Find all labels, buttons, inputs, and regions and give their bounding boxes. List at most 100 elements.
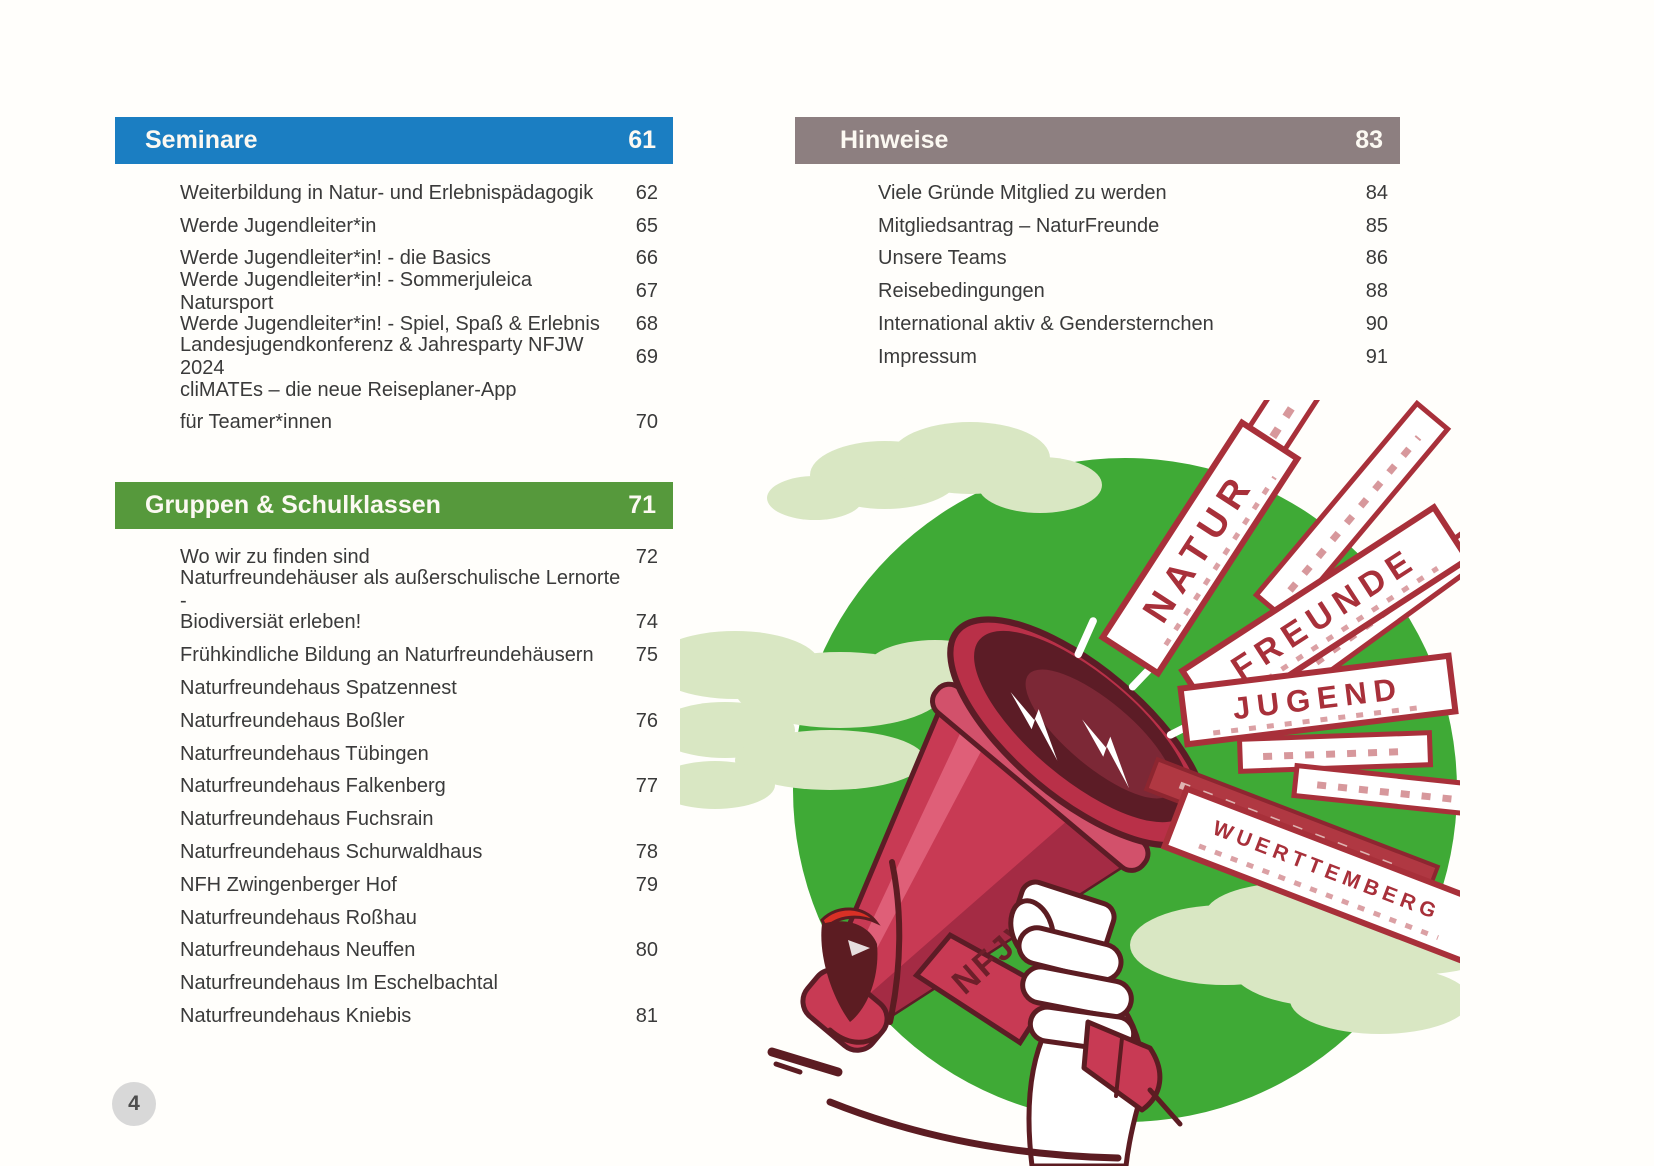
strip-jugend: JUGEND (1177, 652, 1459, 748)
toc-entry: für Teamer*innen 70 (180, 407, 658, 440)
page-number-badge: 4 (112, 1082, 156, 1126)
toc-entry: Frühkindliche Bildung an Naturfreundehäu… (180, 639, 658, 672)
toc-entry-label: Naturfreundehäuser als außerschulische L… (180, 567, 621, 613)
toc-entry: Naturfreundehaus Tübingen (180, 738, 658, 771)
toc-entry-label: Reisebedingungen (878, 280, 1045, 303)
toc-entry: Naturfreundehaus Neuffen 80 (180, 935, 658, 968)
toc-entry: Wo wir zu finden sind 72 (180, 541, 658, 574)
toc-entry-page: 84 (1365, 181, 1388, 204)
toc-entry: Naturfreundehaus Falkenberg 77 (180, 771, 658, 804)
toc-entry-page: 85 (1365, 214, 1388, 237)
toc-entry-page: 76 (635, 709, 658, 732)
toc-entry-label: Impressum (878, 345, 977, 368)
toc-entry-label: Naturfreundehaus Spatzennest (180, 677, 457, 700)
megaphone-illustration: NFJW NATUR FREUNDE JUGEND (680, 400, 1460, 1166)
toc-entry-label: Naturfreundehaus Roßhau (180, 906, 417, 929)
toc-entry-page: 72 (635, 545, 658, 568)
toc-list-gruppen: Wo wir zu finden sind 72 Naturfreundehäus… (180, 541, 658, 1033)
hand (1008, 879, 1183, 1166)
toc-entry-page: 90 (1365, 313, 1388, 336)
toc-entry-label: NFH Zwingenberger Hof (180, 873, 397, 896)
section-header-hinweise: Hinweise 83 (795, 117, 1400, 164)
toc-entry-label: Unsere Teams (878, 247, 1007, 270)
toc-entry-page: 80 (635, 939, 658, 962)
toc-entry-label: cliMATEs – die neue Reiseplaner-App (180, 378, 517, 401)
toc-entry: Naturfreundehäuser als außerschulische L… (180, 567, 658, 612)
megaphone: NFJW (800, 616, 1209, 1053)
toc-entry: Mitgliedsantrag – NaturFreunde 85 (878, 210, 1388, 243)
toc-entry: Werde Jugendleiter*in! - die Basics 66 (180, 243, 658, 276)
toc-entry: Naturfreundehaus Kniebis 81 (180, 1000, 658, 1033)
toc-entry-page: 68 (635, 313, 658, 336)
toc-entry-page: 81 (635, 1005, 658, 1028)
toc-entry-label: Werde Jugendleiter*in (180, 214, 377, 237)
toc-entry-label: Naturfreundehaus Schurwaldhaus (180, 841, 483, 864)
toc-entry-label: Naturfreundehaus Fuchsrain (180, 808, 434, 831)
toc-entry-label: Viele Gründe Mitglied zu werden (878, 181, 1167, 204)
toc-entry-label: Mitgliedsantrag – NaturFreunde (878, 214, 1160, 237)
section-title: Gruppen & Schulklassen (145, 491, 441, 519)
toc-entry: Viele Gründe Mitglied zu werden 84 (878, 177, 1388, 210)
toc-entry: Werde Jugendleiter*in! - Sommerjuleica N… (180, 269, 658, 314)
toc-entry: cliMATEs – die neue Reiseplaner-App (180, 374, 658, 407)
toc-entry-label: Werde Jugendleiter*in! - Spiel, Spaß & E… (180, 313, 600, 336)
toc-entry-label: Wo wir zu finden sind (180, 545, 370, 568)
toc-entry-page: 74 (635, 611, 658, 634)
blank-strip (1236, 730, 1434, 774)
blank-strip (1291, 762, 1460, 818)
toc-entry: Naturfreundehaus Spatzennest (180, 672, 658, 705)
toc-entry: Naturfreundehaus Fuchsrain (180, 803, 658, 836)
section-page-number: 71 (628, 491, 656, 519)
toc-entry-page: 66 (635, 247, 658, 270)
toc-entry-page: 69 (635, 345, 658, 368)
toc-entry: Naturfreundehaus Roßhau (180, 902, 658, 935)
toc-entry-page: 67 (635, 280, 658, 303)
toc-entry: Naturfreundehaus Schurwaldhaus 78 (180, 836, 658, 869)
toc-entry-label: Biodiversiät erleben! (180, 611, 362, 634)
toc-entry-label: für Teamer*innen (180, 411, 332, 434)
toc-entry: Impressum 91 (878, 341, 1388, 374)
spark-icon (1010, 692, 1058, 761)
toc-entry-page: 88 (1365, 280, 1388, 303)
section-header-gruppen: Gruppen & Schulklassen 71 (115, 482, 673, 529)
toc-entry-page: 86 (1365, 247, 1388, 270)
toc-entry-label: Landesjugendkonferenz & Jahresparty NFJW… (180, 334, 584, 380)
toc-entry: Biodiversiät erleben! 74 (180, 607, 658, 640)
toc-list-seminare: Weiterbildung in Natur- und Erlebnispäda… (180, 177, 658, 439)
toc-entry-label: Naturfreundehaus Falkenberg (180, 775, 446, 798)
toc-entry-page: 75 (635, 644, 658, 667)
toc-entry-label: Werde Jugendleiter*in! - Sommerjuleica N… (180, 268, 533, 314)
toc-entry: Landesjugendkonferenz & Jahresparty NFJW… (180, 334, 658, 379)
section-title: Hinweise (840, 126, 949, 154)
toc-entry-page: 70 (635, 411, 658, 434)
spark-icon (1082, 719, 1130, 789)
jaw-line (826, 1098, 1122, 1162)
toc-entry: Naturfreundehaus Boßler 76 (180, 705, 658, 738)
toc-entry-page: 91 (1365, 345, 1388, 368)
lower-lip (827, 1027, 881, 1045)
toc-entry-page: 78 (635, 841, 658, 864)
toc-entry-label: Naturfreundehaus Im Eschelbachtal (180, 972, 498, 995)
blank-strip (1252, 400, 1452, 625)
toc-entry-label: Naturfreundehaus Tübingen (180, 742, 429, 765)
toc-entry: Unsere Teams 86 (878, 243, 1388, 276)
toc-entry-label: Naturfreundehaus Boßler (180, 709, 405, 732)
mouth (767, 859, 1122, 1162)
section-header-seminare: Seminare 61 (115, 117, 673, 164)
toc-entry-label: Weiterbildung in Natur- und Erlebnispäda… (180, 181, 594, 204)
toc-list-hinweise: Viele Gründe Mitglied zu werden 84 Mitgli… (878, 177, 1388, 374)
toc-entry: Werde Jugendleiter*in 65 (180, 210, 658, 243)
section-page-number: 83 (1355, 126, 1383, 154)
toc-entry-label: International aktiv & Gendersternchen (878, 313, 1214, 336)
toc-entry: International aktiv & Gendersternchen 90 (878, 308, 1388, 341)
toc-entry-label: Naturfreundehaus Neuffen (180, 939, 416, 962)
toc-entry-label: Naturfreundehaus Kniebis (180, 1005, 412, 1028)
toc-entry: Weiterbildung in Natur- und Erlebnispäda… (180, 177, 658, 210)
handle-knob (1081, 1019, 1163, 1113)
toc-entry-label: Frühkindliche Bildung an Naturfreundehäu… (180, 644, 594, 667)
cloud (767, 422, 1102, 520)
chin-line (767, 1047, 843, 1077)
toc-entry-page: 62 (635, 181, 658, 204)
toc-entry: Reisebedingungen 88 (878, 275, 1388, 308)
toc-entry-page: 79 (635, 873, 658, 896)
